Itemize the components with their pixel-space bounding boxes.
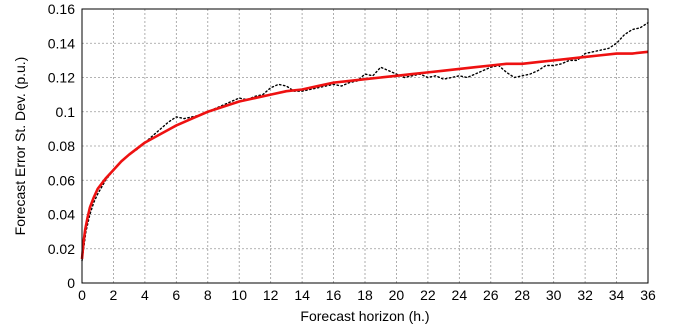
x-tick-label: 14 xyxy=(294,287,310,303)
x-axis-label: Forecast horizon (h.) xyxy=(300,308,429,324)
x-tick-label: 18 xyxy=(357,287,373,303)
x-tick-label: 10 xyxy=(231,287,247,303)
x-tick-label: 2 xyxy=(110,287,118,303)
y-tick-label: 0.12 xyxy=(48,70,75,86)
x-tick-label: 0 xyxy=(78,287,86,303)
y-tick-label: 0.14 xyxy=(48,35,75,51)
x-tick-label: 16 xyxy=(326,287,342,303)
x-tick-label: 4 xyxy=(141,287,149,303)
y-axis-label: Forecast Error St. Dev. (p.u.) xyxy=(12,57,28,236)
x-tick-label: 30 xyxy=(546,287,562,303)
x-tick-label: 6 xyxy=(172,287,180,303)
x-tick-label: 22 xyxy=(420,287,436,303)
x-tick-label: 12 xyxy=(263,287,279,303)
x-tick-label: 34 xyxy=(609,287,625,303)
tick-labels: 0 2 4 6 8 10 12 14 16 18 20 22 24 26 28 30 32 34 3600.020.… xyxy=(48,1,656,303)
series-layer xyxy=(80,22,649,262)
x-tick-label: 24 xyxy=(452,287,468,303)
y-tick-label: 0 xyxy=(67,275,75,291)
y-tick-label: 0.04 xyxy=(48,207,75,223)
x-tick-label: 8 xyxy=(204,287,212,303)
y-tick-label: 0.16 xyxy=(48,1,75,17)
x-tick-label: 20 xyxy=(389,287,405,303)
x-tick-label: 36 xyxy=(640,287,656,303)
y-tick-label: 0.06 xyxy=(48,172,75,188)
plot-frame xyxy=(81,8,649,284)
y-tick-label: 0.08 xyxy=(48,138,75,154)
fitted-curve-series xyxy=(80,50,649,260)
x-tick-label: 28 xyxy=(514,287,530,303)
y-tick-label: 0.1 xyxy=(56,104,76,120)
x-tick-label: 32 xyxy=(577,287,593,303)
x-tick-label: 26 xyxy=(483,287,499,303)
grid-lines xyxy=(82,9,648,283)
y-tick-label: 0.02 xyxy=(48,241,75,257)
